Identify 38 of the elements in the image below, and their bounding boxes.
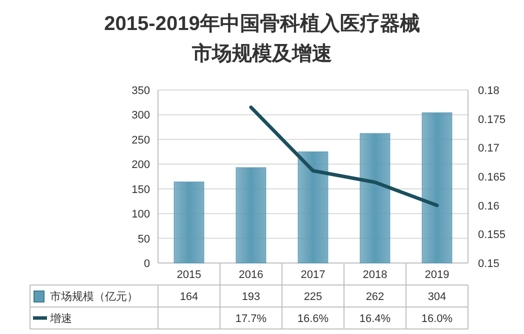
y-tick-label: 150 <box>132 184 150 196</box>
bar <box>236 167 266 264</box>
y2-tick-label: 0.15 <box>478 258 500 270</box>
x-tick-label: 2015 <box>176 269 202 281</box>
y2-tick-label: 0.165 <box>478 172 506 184</box>
data-label: 17.7% <box>235 313 267 325</box>
bar <box>298 151 328 264</box>
y2-tick-label: 0.175 <box>478 114 506 126</box>
y-tick-label: 0 <box>144 258 150 270</box>
line-series <box>249 106 439 208</box>
bar <box>360 133 390 264</box>
data-label: 262 <box>366 291 384 303</box>
y2-tick-label: 0.17 <box>478 142 500 155</box>
y2-tick-label: 0.16 <box>478 200 500 212</box>
legend-label: 市场规模（亿元） <box>50 290 138 303</box>
data-label: 225 <box>304 291 322 303</box>
data-label: 16.6% <box>297 313 329 325</box>
y-tick-label: 100 <box>132 208 150 221</box>
y-tick-label: 50 <box>138 233 150 246</box>
x-tick-label: 2017 <box>300 269 326 281</box>
bar <box>174 182 204 264</box>
y-tick-label: 300 <box>132 110 150 122</box>
data-label: 304 <box>428 291 446 303</box>
data-label: 164 <box>180 291 198 303</box>
y2-tick-label: 0.155 <box>478 229 506 242</box>
chart-title: 2015-2019年中国骨科植入医疗器械市场规模及增速 <box>104 12 420 65</box>
y-tick-label: 200 <box>132 159 150 172</box>
y-tick-label: 250 <box>132 134 150 146</box>
x-tick-label: 2019 <box>424 269 450 281</box>
data-label: 193 <box>242 291 260 303</box>
y-tick-label: 350 <box>132 85 150 97</box>
y2-tick-label: 0.18 <box>478 85 500 97</box>
legend-label: 增速 <box>49 312 72 325</box>
bar <box>422 112 452 264</box>
x-tick-label: 2018 <box>362 269 388 281</box>
data-label: 16.0% <box>421 313 453 325</box>
data-label: 16.4% <box>359 313 391 325</box>
x-tick-label: 2016 <box>238 269 264 281</box>
